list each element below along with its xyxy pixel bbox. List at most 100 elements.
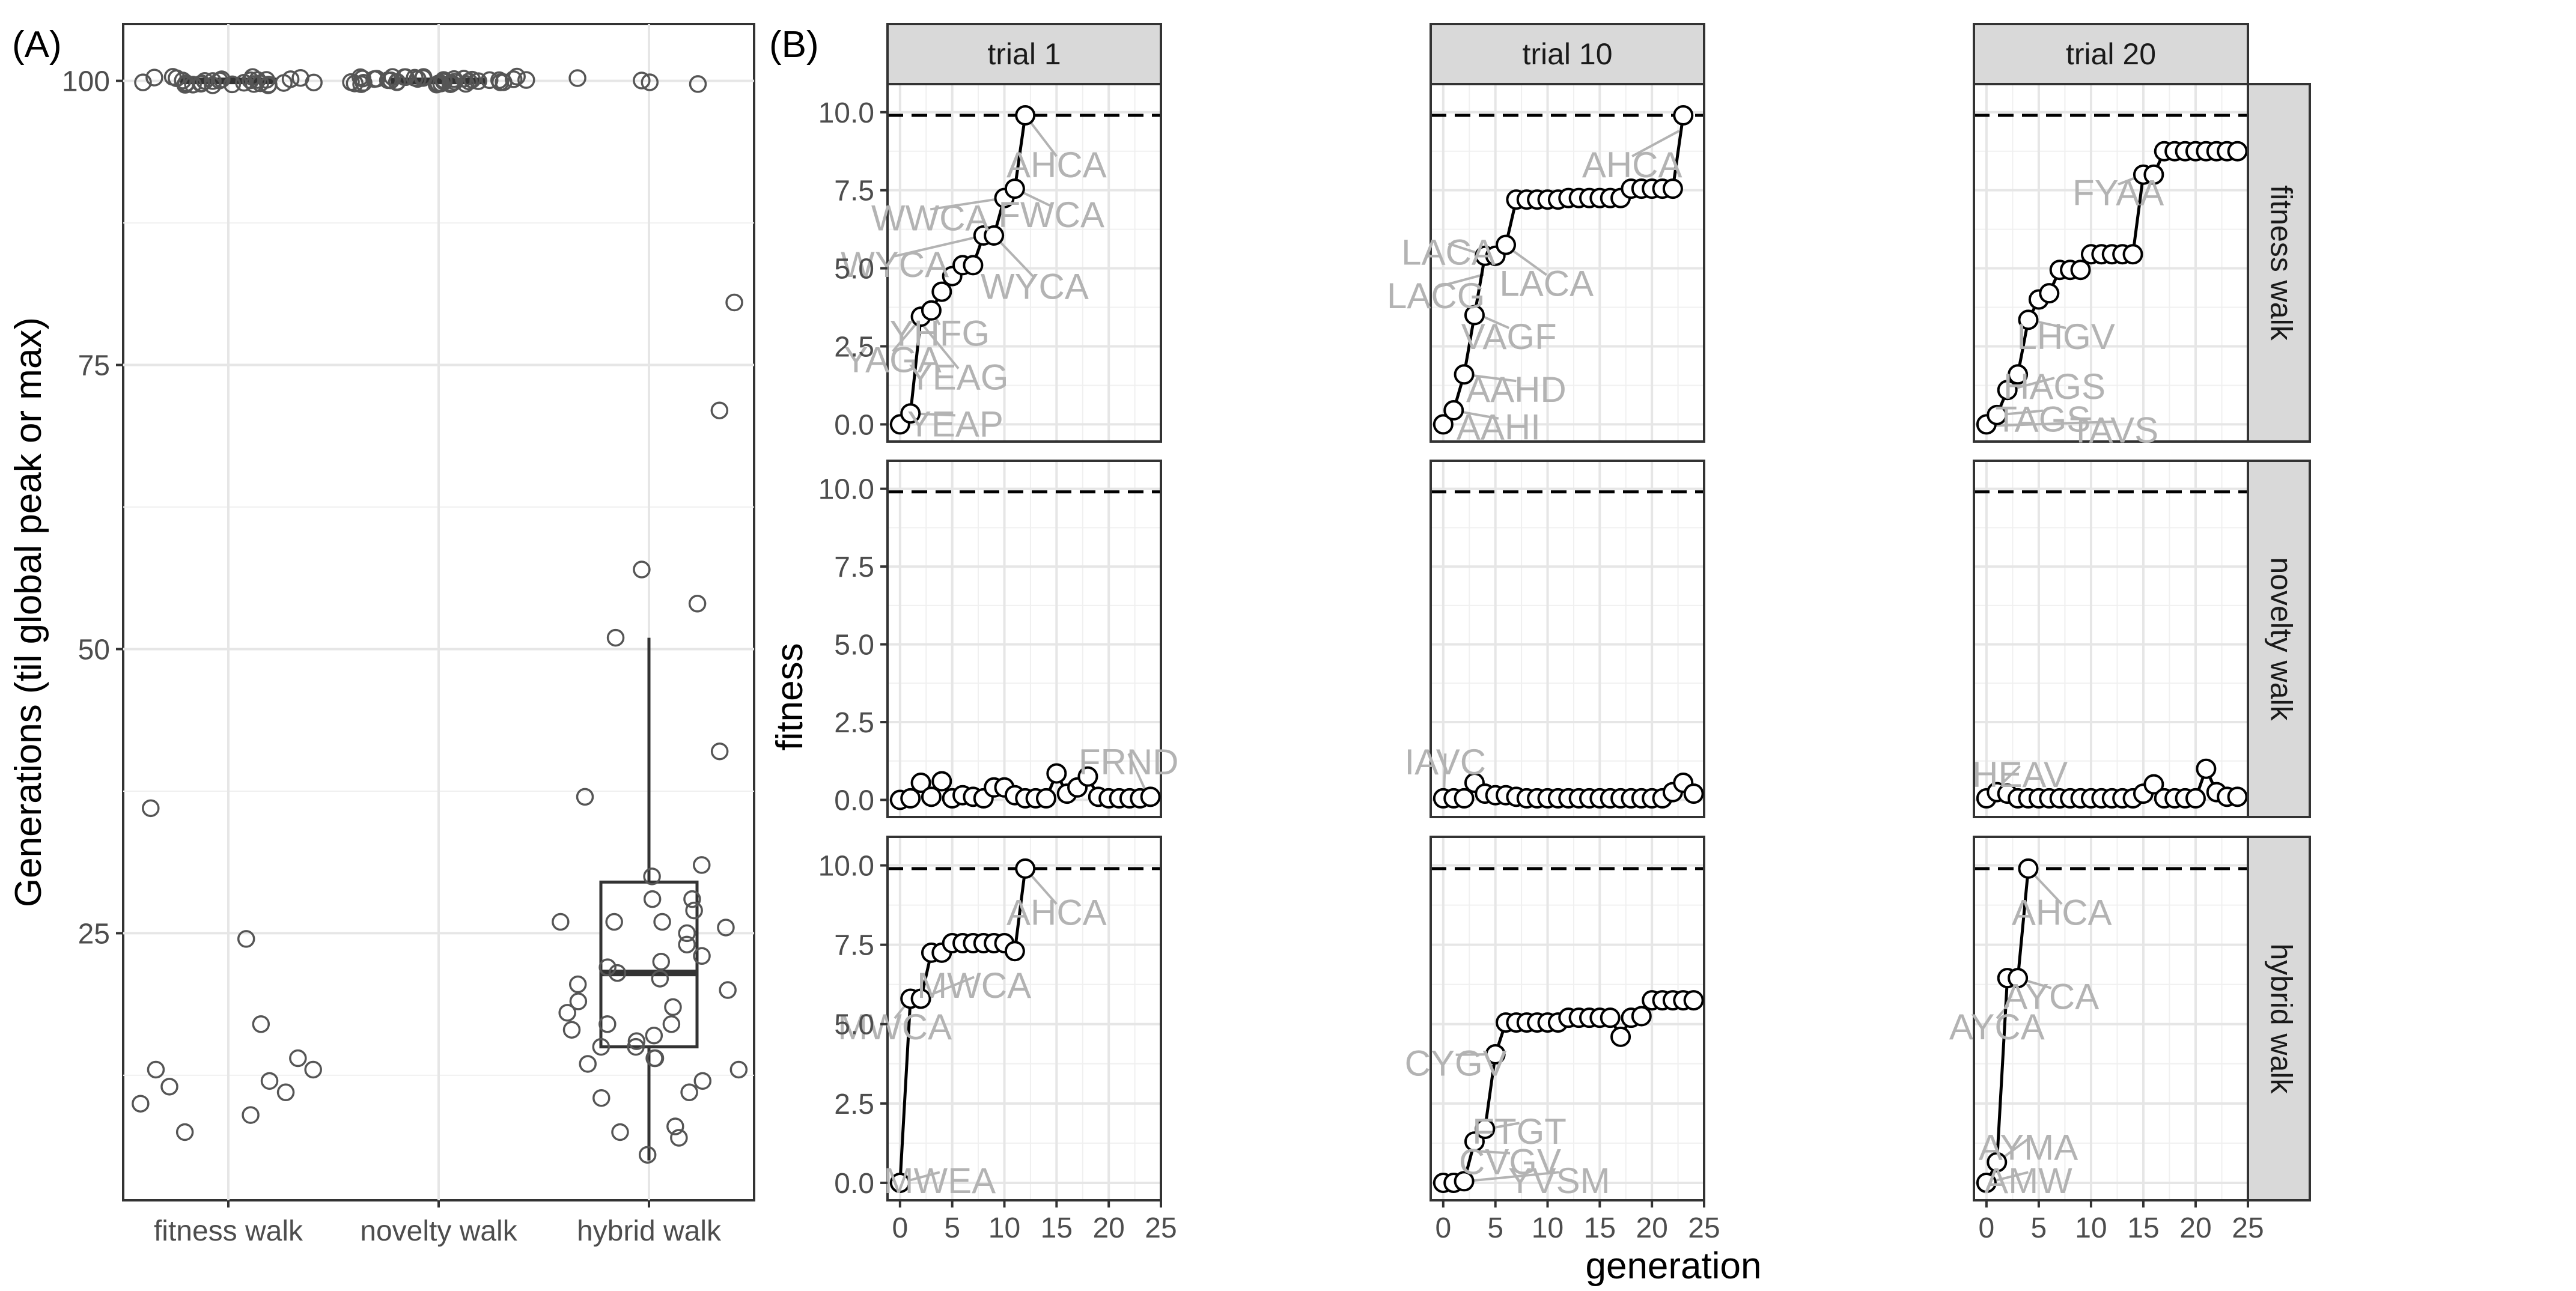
walk-point	[1600, 1007, 1621, 1028]
jitter-point	[291, 68, 309, 87]
walk-point	[1035, 788, 1056, 809]
walk-point	[1015, 858, 1036, 879]
facet-border	[886, 836, 1162, 1201]
jitter-point	[204, 72, 222, 90]
walk-point	[2196, 758, 2217, 779]
walk-point	[1631, 1006, 1652, 1027]
y-tick-label: 0.0	[834, 409, 874, 441]
row-strip-label: novelty walk	[2264, 557, 2298, 721]
walk-point	[910, 773, 931, 794]
jitter-point	[729, 1060, 748, 1079]
walk-point	[921, 300, 942, 321]
jitter-point	[568, 69, 586, 87]
walk-point	[1673, 105, 1694, 126]
jitter-point	[611, 1123, 629, 1141]
jitter-point	[517, 71, 535, 89]
jitter-point	[652, 952, 671, 971]
jitter-point	[132, 1095, 150, 1113]
facet-novelty-walk-trial-20: HEAV	[1972, 460, 2249, 818]
walk-point	[984, 225, 1005, 246]
jitter-point	[276, 1083, 295, 1102]
column-strip	[886, 23, 1162, 85]
y-tick-label: 7.5	[834, 551, 874, 583]
walk-point	[1140, 786, 1161, 807]
jitter-point	[562, 1021, 581, 1039]
walk-point	[931, 771, 952, 792]
jitter-point	[643, 890, 662, 908]
jitter-point	[257, 71, 276, 89]
sequence-label: WYCA	[841, 245, 949, 285]
jitter-point	[678, 935, 696, 954]
boxplot-points	[132, 67, 748, 1164]
jitter-point	[592, 1089, 611, 1107]
walk-point	[1997, 380, 2018, 401]
x-tick-label: 15	[1041, 1212, 1073, 1244]
walk-point	[1683, 990, 1704, 1011]
jitter-point	[558, 1004, 576, 1022]
jitter-point	[304, 1060, 322, 1079]
walk-point	[1454, 364, 1475, 385]
jitter-point	[177, 74, 195, 93]
sequence-label: AAHD	[1466, 369, 1567, 410]
facet-border	[886, 460, 1162, 818]
x-tick-label: 20	[2179, 1212, 2211, 1244]
jitter-point	[388, 73, 406, 91]
sequence-label: TAVS	[2069, 410, 2158, 451]
sequence-label: MWCA	[917, 965, 1031, 1006]
facet-border	[1430, 836, 1705, 1201]
y-tick-label: 2.5	[834, 707, 874, 739]
walk-point	[1683, 783, 1704, 804]
jitter-point	[134, 73, 152, 91]
jitter-point	[605, 913, 623, 931]
sequence-label-leader	[1987, 420, 2115, 428]
facet-background	[886, 836, 1162, 1201]
row-strip-label: hybrid walk	[2264, 943, 2298, 1094]
jitter-point	[693, 947, 711, 965]
jitter-point	[168, 69, 186, 88]
jitter-point	[175, 1123, 194, 1141]
walk-point	[910, 988, 931, 1009]
walk-point	[2143, 164, 2164, 185]
facet-strips: trial 1 trial 10 trial 20 fitness walk novel…	[886, 23, 2311, 1201]
jitter-point	[383, 68, 401, 86]
y-tick-label: 2.5	[834, 1089, 874, 1120]
sequence-label: AHCA	[1006, 145, 1107, 185]
walk-point	[963, 255, 984, 276]
jitter-point	[592, 1037, 611, 1056]
walk-point	[2143, 774, 2164, 795]
sequence-label-leader	[930, 196, 1005, 211]
y-tick-label: 100	[62, 66, 110, 98]
jitter-point	[445, 73, 464, 91]
sequence-label: LHGV	[2017, 317, 2115, 357]
walk-point	[1485, 1043, 1506, 1065]
jitter-point	[710, 401, 729, 419]
sequence-label-leader	[1476, 1150, 1511, 1155]
sequence-label-leader	[1631, 130, 1680, 157]
boxplot-y-axis-title: Generations (til global peak or max)	[8, 317, 49, 907]
facet-background	[1973, 836, 2249, 1201]
jitter-point	[633, 71, 651, 90]
y-tick-label: 0.0	[834, 1168, 874, 1200]
boxplot-axes: 25 50 75 100 fitness walk novelty walk hybrid …	[62, 66, 722, 1247]
jitter-point	[160, 1078, 178, 1096]
x-tick-label: 5	[1487, 1212, 1503, 1244]
jitter-point	[717, 919, 735, 937]
jitter-point	[469, 72, 487, 90]
sequence-label: IAVC	[1405, 742, 1487, 782]
jitter-point	[638, 1146, 657, 1164]
jitter-point	[693, 1072, 712, 1090]
y-tick-label: 5.0	[834, 254, 874, 285]
x-tick-label: 0	[1979, 1212, 1995, 1244]
jitter-point	[685, 901, 703, 920]
row-strip	[2247, 460, 2311, 818]
walk-point	[1004, 178, 1025, 199]
sequence-label: AHCA	[2012, 893, 2112, 933]
sequence-label: AYCA	[2003, 977, 2099, 1017]
x-tick-label: 25	[2232, 1212, 2264, 1244]
walk-point	[1610, 1026, 1631, 1047]
sequence-label: FWCA	[998, 195, 1104, 235]
y-tick-label: 10.0	[818, 474, 874, 506]
sequence-label: YAGA	[844, 340, 942, 380]
